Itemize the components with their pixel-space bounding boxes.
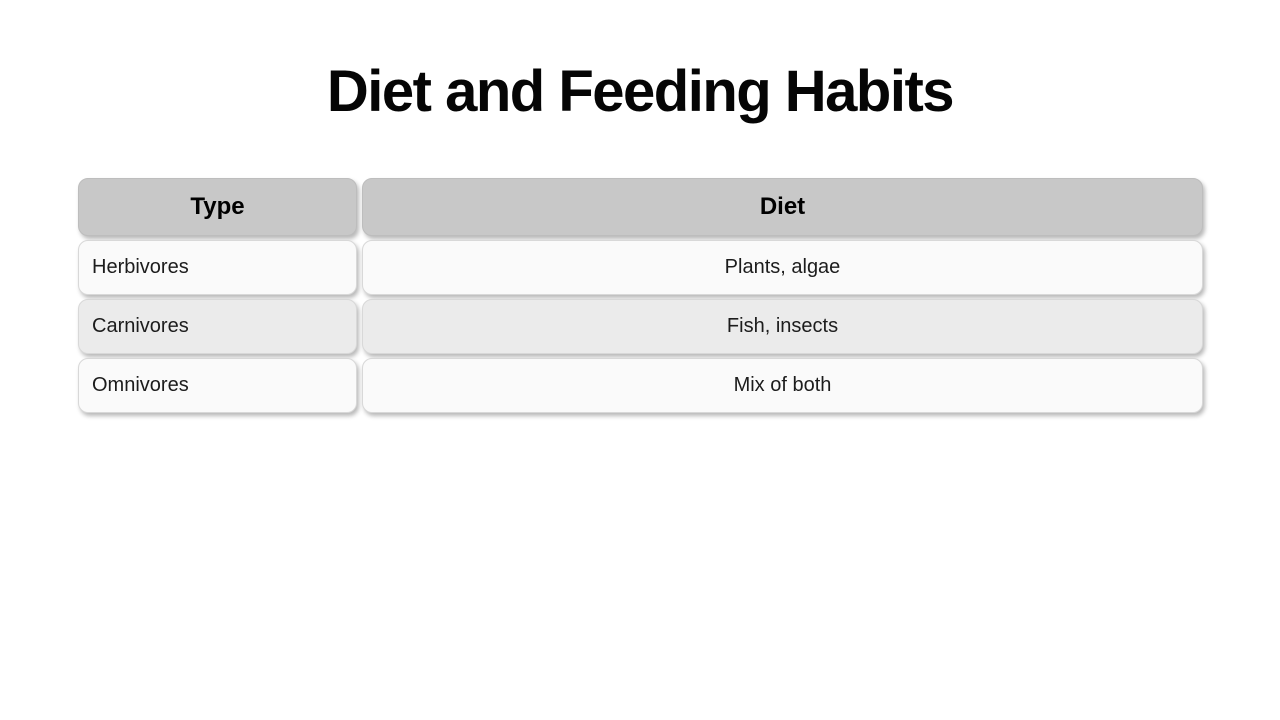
diet-table: Type Diet Herbivores Plants, algae Carni… [78, 178, 1203, 413]
column-header-type: Type [78, 178, 357, 236]
table-cell-type-omnivores: Omnivores [78, 358, 357, 413]
column-header-diet: Diet [362, 178, 1203, 236]
table-cell-type-herbivores: Herbivores [78, 240, 357, 295]
table-cell-diet-carnivores: Fish, insects [362, 299, 1203, 354]
table-cell-type-carnivores: Carnivores [78, 299, 357, 354]
table-cell-diet-herbivores: Plants, algae [362, 240, 1203, 295]
table-cell-diet-omnivores: Mix of both [362, 358, 1203, 413]
page-title: Diet and Feeding Habits [326, 59, 955, 124]
